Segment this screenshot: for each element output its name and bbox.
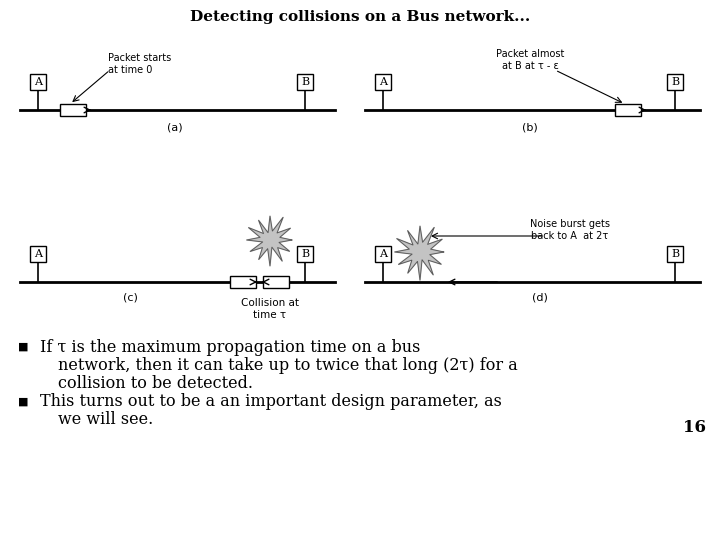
Text: (a): (a) (167, 123, 183, 133)
Text: B: B (301, 249, 309, 259)
Text: B: B (671, 77, 679, 87)
Text: (c): (c) (122, 293, 138, 303)
Polygon shape (395, 226, 444, 280)
Text: A: A (34, 249, 42, 259)
Bar (667, 246, 683, 262)
Bar (30, 246, 46, 262)
Text: (b): (b) (522, 123, 538, 133)
Bar (615, 104, 641, 116)
Text: A: A (379, 77, 387, 87)
Text: ■: ■ (18, 397, 29, 407)
Text: This turns out to be a an important design parameter, as: This turns out to be a an important desi… (40, 394, 502, 410)
Text: Collision at
time τ: Collision at time τ (241, 298, 299, 320)
Text: network, then it can take up to twice that long (2τ) for a: network, then it can take up to twice th… (58, 356, 518, 374)
Bar (60, 104, 86, 116)
Bar (375, 74, 391, 90)
Text: A: A (379, 249, 387, 259)
Text: Packet starts
at time 0: Packet starts at time 0 (108, 53, 171, 75)
Text: collision to be detected.: collision to be detected. (58, 375, 253, 392)
Text: Packet almost
at B at τ - ε: Packet almost at B at τ - ε (496, 49, 564, 71)
Text: If τ is the maximum propagation time on a bus: If τ is the maximum propagation time on … (40, 339, 420, 355)
Text: we will see.: we will see. (58, 411, 153, 429)
Text: (d): (d) (532, 293, 548, 303)
Text: Detecting collisions on a Bus network...: Detecting collisions on a Bus network... (190, 10, 530, 24)
Bar (30, 74, 46, 90)
Text: 16: 16 (683, 420, 706, 436)
Text: A: A (34, 77, 42, 87)
Text: B: B (301, 77, 309, 87)
Bar (375, 246, 391, 262)
Text: Noise burst gets
back to A  at 2τ: Noise burst gets back to A at 2τ (530, 219, 610, 241)
Text: B: B (671, 249, 679, 259)
Bar (297, 74, 313, 90)
Polygon shape (246, 216, 292, 266)
Bar (297, 246, 313, 262)
Bar (263, 276, 289, 288)
Bar (230, 276, 256, 288)
Text: ■: ■ (18, 342, 29, 352)
Bar (667, 74, 683, 90)
